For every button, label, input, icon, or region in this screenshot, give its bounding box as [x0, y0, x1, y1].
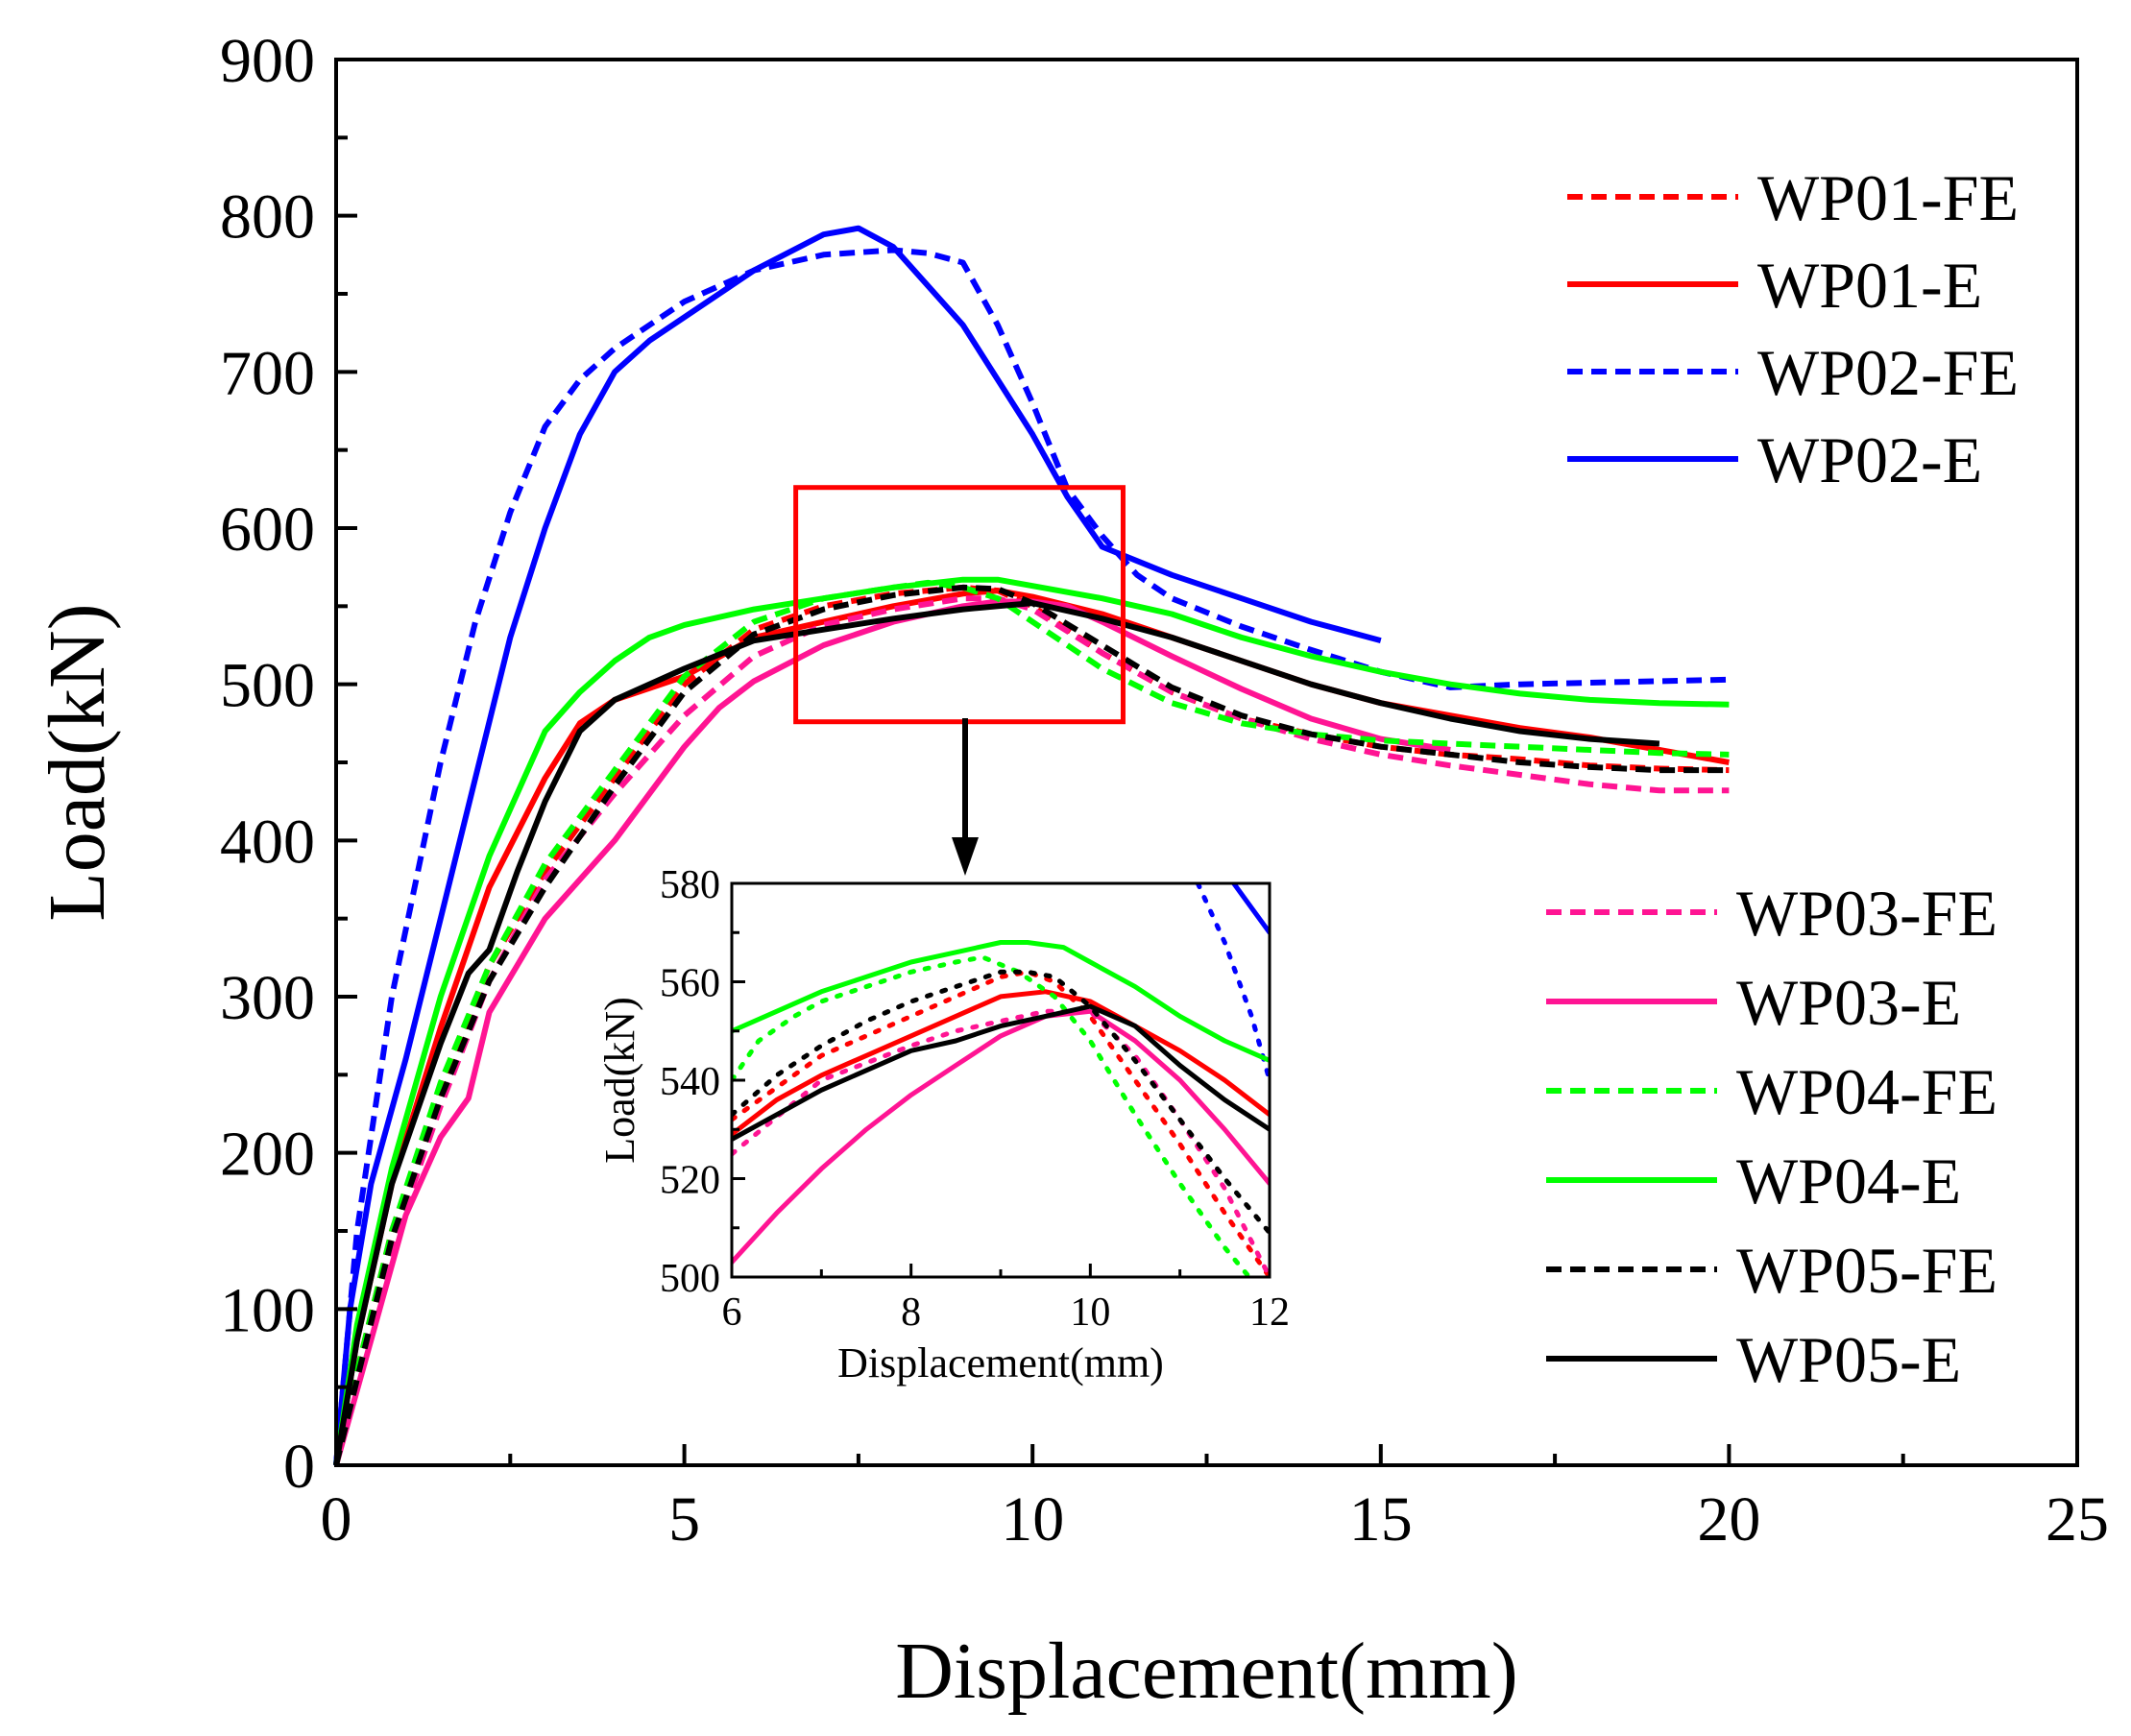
legend-label-wp03-e: WP03-E: [1736, 966, 1961, 1039]
inset-y-tick-label: 560: [660, 962, 720, 1006]
inset-x-tick-label: 8: [901, 1290, 921, 1335]
x-tick-label: 10: [1001, 1484, 1064, 1555]
legend-label-wp03-fe: WP03-FE: [1736, 877, 1998, 950]
legend-label-wp05-fe: WP05-FE: [1736, 1234, 1998, 1307]
legend-top-right: WP01-FE WP01-E WP02-FE WP02-E: [1567, 161, 2019, 496]
y-tick-label: 100: [220, 1275, 315, 1345]
main-series-group: [333, 225, 1730, 1466]
legend-label-wp01-e: WP01-E: [1757, 249, 1982, 322]
series-line-wp05-fe: [333, 584, 1730, 1466]
inset-chart: 6 8 10 12 500 520 540 560 580: [660, 863, 1290, 1335]
y-tick-label: 400: [220, 807, 315, 877]
inset-y-tick-label: 540: [660, 1060, 720, 1104]
legend-bottom-right: WP03-FE WP03-E WP04-FE WP04-E WP05-FE WP05-E: [1546, 877, 1998, 1396]
inset-x-axis-label: Displacement(mm): [837, 1339, 1164, 1386]
x-tick-label: 5: [668, 1484, 700, 1555]
y-tick-label: 900: [220, 26, 315, 96]
inset-series-line-wp05-e: [732, 1003, 1270, 1142]
series-line-wp02-e: [333, 225, 1382, 1466]
x-tick-label: 25: [2046, 1484, 2109, 1555]
y-axis-label: Load(kN): [33, 603, 122, 921]
x-tick-label: 15: [1349, 1484, 1413, 1555]
y-tick-label: 300: [220, 963, 315, 1033]
series-line-wp04-e: [333, 576, 1730, 1466]
series-line-wp01-e: [333, 588, 1730, 1466]
inset-series-line-wp01-fe: [732, 969, 1270, 1277]
legend-label-wp04-e: WP04-E: [1736, 1145, 1961, 1218]
y-tick-label: 800: [220, 182, 315, 253]
inset-series-line-wp05-fe: [732, 969, 1270, 1236]
inset-y-axis-label: Load(kN): [596, 997, 643, 1164]
y-tick-label: 200: [220, 1120, 315, 1190]
inset-series-line-wp01-e: [732, 989, 1270, 1137]
inset-series-group: [732, 883, 1270, 1277]
y-tick-label: 0: [283, 1432, 315, 1502]
inset-y-tick-label: 580: [660, 863, 720, 907]
y-tick-label: 500: [220, 651, 315, 721]
zoom-arrow-head: [952, 837, 979, 876]
inset-y-tick-label: 500: [660, 1257, 720, 1301]
legend-label-wp01-fe: WP01-FE: [1757, 161, 2019, 234]
x-tick-label: 0: [321, 1484, 352, 1555]
inset-series-line-wp04-e: [732, 940, 1270, 1063]
legend-label-wp05-e: WP05-E: [1736, 1323, 1961, 1396]
inset-x-tick-label: 10: [1070, 1290, 1110, 1335]
zoom-indicator: [793, 485, 1126, 876]
x-axis-label: Displacement(mm): [895, 1627, 1517, 1716]
inset-x-tick-label: 12: [1249, 1290, 1290, 1335]
zoom-box: [793, 485, 1126, 725]
legend-label-wp02-e: WP02-E: [1757, 423, 1982, 496]
inset-x-tick-label: 6: [722, 1290, 742, 1335]
inset-y-tick-label: 520: [660, 1159, 720, 1203]
y-tick-label: 600: [220, 494, 315, 565]
series-line-wp05-e: [333, 600, 1660, 1466]
inset-axes: 6 8 10 12 500 520 540 560 580: [660, 863, 1290, 1335]
legend-label-wp04-fe: WP04-FE: [1736, 1055, 1998, 1128]
inset-series-line-wp03-fe: [732, 1008, 1270, 1277]
inset-lines: [732, 883, 1270, 1277]
inset-series-line-wp04-fe: [732, 954, 1253, 1277]
x-tick-label: 20: [1697, 1484, 1760, 1555]
inset-series-line-wp02-fe: [1195, 883, 1270, 1083]
series-line-wp03-e: [333, 598, 1451, 1466]
y-tick-label: 700: [220, 338, 315, 408]
inset-series-line-wp02-e: [1231, 883, 1270, 935]
main-axes: 0 5 10 15 20 25 0 100 200 300 400 500 600 700 800 900: [220, 26, 2109, 1555]
inset-series-line-wp03-e: [732, 1008, 1270, 1266]
legend-label-wp02-fe: WP02-FE: [1757, 336, 2019, 409]
